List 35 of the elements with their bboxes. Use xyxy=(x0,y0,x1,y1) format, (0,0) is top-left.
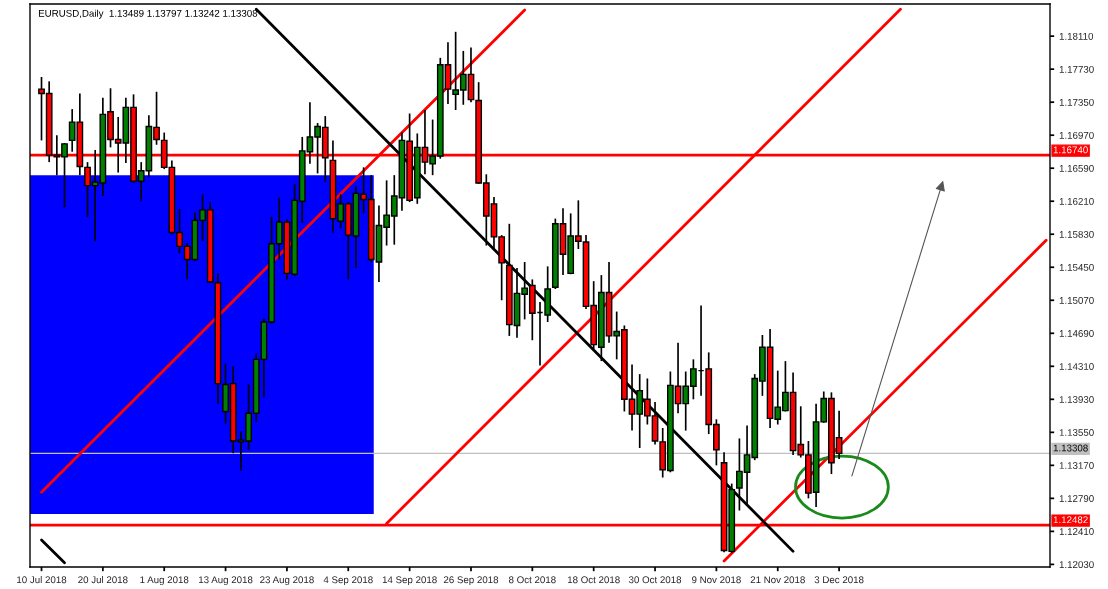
y-tick-label: 1.12410 xyxy=(1059,528,1094,535)
y-tick-label: 1.14310 xyxy=(1059,363,1094,370)
ref-line-label: 1.16740 xyxy=(1053,146,1088,154)
y-tick-label: 1.17350 xyxy=(1059,98,1094,106)
y-tick-label: 1.16590 xyxy=(1059,164,1094,172)
x-tick-label: 14 Sep 2018 xyxy=(382,576,437,586)
x-tick-label: 13 Aug 2018 xyxy=(199,576,253,586)
ref-line-label: 1.12482 xyxy=(1053,516,1088,524)
y-tick-label: 1.12790 xyxy=(1059,495,1094,502)
x-tick-label: 30 Oct 2018 xyxy=(628,576,682,584)
x-tick-label: 8 Oct 2018 xyxy=(508,576,556,584)
x-tick-label: 20 Jul 2018 xyxy=(78,576,128,584)
y-tick-label: 1.15070 xyxy=(1059,297,1094,304)
y-tick-label: 1.13170 xyxy=(1059,462,1094,469)
y-tick-label: 1.15830 xyxy=(1059,230,1094,238)
x-tick-label: 4 Sep 2018 xyxy=(323,576,373,586)
y-tick-label: 1.16210 xyxy=(1059,197,1094,205)
text: EURUSD,Daily 1.13489 1.13797 1.13242 1.13308 xyxy=(38,9,258,19)
x-tick-label: 18 Oct 2018 xyxy=(567,576,620,584)
y-tick-label: 1.13550 xyxy=(1059,429,1094,436)
x-tick-label: 1 Aug 2018 xyxy=(140,576,189,586)
x-tick-label: 23 Aug 2018 xyxy=(260,576,314,586)
y-tick-label: 1.17730 xyxy=(1059,65,1094,73)
x-tick-label: 26 Sep 2018 xyxy=(443,576,499,586)
y-tick-label: 1.13930 xyxy=(1059,396,1094,403)
x-tick-label: 10 Jul 2018 xyxy=(17,576,67,584)
y-tick-label: 1.16970 xyxy=(1059,131,1094,139)
y-tick-label: 1.15450 xyxy=(1059,263,1094,271)
y-tick-label: 1.18110 xyxy=(1059,32,1094,40)
x-tick-label: 21 Nov 2018 xyxy=(750,576,805,584)
x-tick-label: 9 Nov 2018 xyxy=(691,576,741,584)
y-tick-label: 1.12030 xyxy=(1059,561,1094,569)
y-tick-label: 1.14690 xyxy=(1059,330,1094,337)
ref-line-label: 1.13308 xyxy=(1053,444,1088,452)
x-tick-label: 3 Dec 2018 xyxy=(814,576,864,584)
